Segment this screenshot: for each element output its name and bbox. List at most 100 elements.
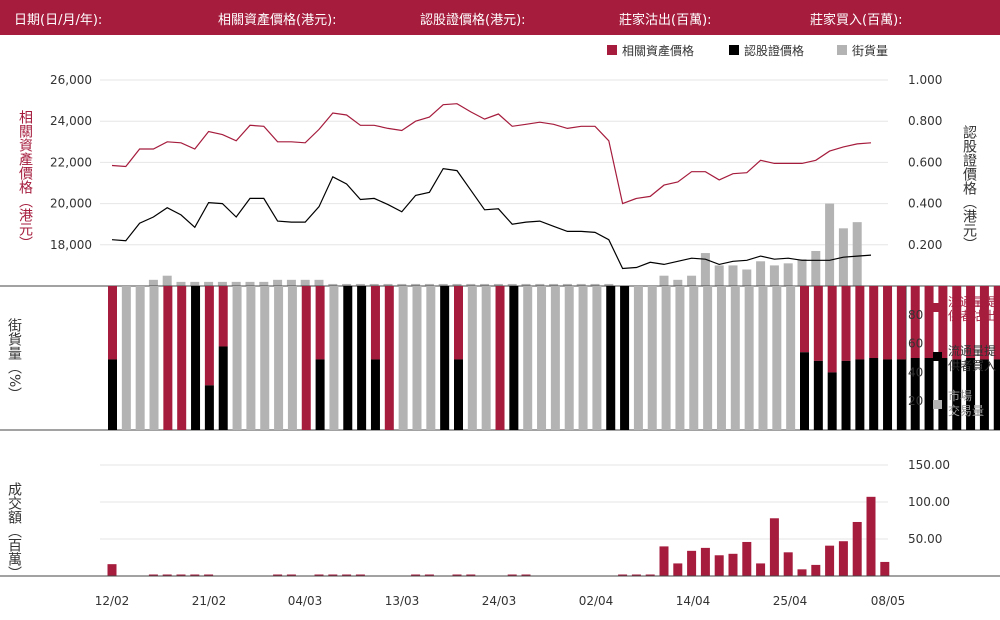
market-volume-bar [329,286,339,430]
turnover-bar [673,563,683,576]
lp-buy-bar [910,358,920,430]
underlying-price-label: 相關資產價格(港元): [218,13,337,28]
outstanding-bar [769,265,779,286]
lp-sell-bar [883,286,893,360]
market-volume-bar [412,286,422,430]
lp-sell-bar [938,286,948,358]
lp-sell-bar [315,286,325,360]
market-volume-bar [716,286,726,430]
volume-tick-label: 20 [908,394,923,408]
turnover-tick-label: 150.00 [908,458,950,472]
right-axis-title: 認股證價格（港元） [961,125,977,251]
market-volume-bar [772,286,782,430]
lp-sell-bar [966,286,976,358]
lp-buy-bar [315,359,325,430]
lp-buy-bar [924,358,934,430]
x-tick-label: 08/05 [871,594,906,608]
lp-sell-bar [952,286,962,360]
market-volume-bar [537,286,547,430]
market-volume-bar [121,286,131,430]
lp-buy-bar [813,360,823,430]
outstanding-bar [700,253,710,286]
volume-tick-label: 40 [908,365,923,379]
turnover-bar [107,564,117,576]
outstanding-bar [355,283,365,286]
market-volume-bar [550,286,560,430]
turnover-bar [452,574,462,576]
legend-swatch-market [933,400,942,409]
turnover-bar [162,574,172,576]
lp-buy-bar [952,359,962,430]
x-tick-label: 25/04 [773,594,808,608]
lp-buy-bar [440,286,450,430]
volume-axis-title: 街貨量（%） [6,318,22,401]
left-tick-label: 22,000 [50,155,92,169]
price-panel-ticks: 26,000 1.000 24,000 0.800 22,000 0.600 20,000 0… [50,73,942,252]
market-volume-bar [592,286,602,430]
turnover-bar [769,518,779,576]
market-volume-bar [149,286,159,430]
x-axis-tick-labels: 12/02 21/02 04/03 13/03 24/03 02/04 14/04 25/04… [95,594,906,608]
turnover-bar [190,574,200,576]
outstanding-bar [590,283,600,286]
turnover-bar [866,496,876,576]
outstanding-bar [411,283,421,286]
outstanding-bar [604,283,614,286]
lp-buy-bar [108,359,117,430]
left-tick-label: 26,000 [50,73,92,87]
turnover-bar [342,574,352,576]
lp-buy-bar [218,346,228,430]
turnover-bar [645,574,655,576]
legend-underlying: 相關資產價格 [622,43,694,58]
warrant-price-label: 認股證價格(港元): [420,13,526,28]
lp-buy-bar [370,359,380,430]
legend-lp-buy-line2: 供者買入 [948,359,996,373]
turnover-axis-title: 成交額（百萬） [6,482,22,580]
turnover-bar [507,574,517,576]
outstanding-bar [259,281,269,286]
turnover-bar [148,574,158,576]
market-volume-bar [246,286,256,430]
outstanding-bar [756,261,766,286]
outstanding-bar [162,275,172,286]
lp-buy-bar [993,359,1000,430]
outstanding-bar [687,275,697,286]
legend-swatch-underlying [607,45,617,55]
outstanding-bar [314,279,324,286]
left-axis-title: 相關資產價格（港元） [17,110,33,250]
lp-buy-bar [827,372,837,430]
lp-buy-bar [800,352,809,430]
outstanding-bar [576,283,586,286]
lp-sell-bar [177,286,187,430]
market-volume-bar [633,286,643,430]
outstanding-bar [673,279,683,286]
turnover-tick-label: 50.00 [908,532,942,546]
market-volume-bar [467,286,477,430]
turnover-bar [521,574,531,576]
lp-buy-bar [454,359,463,430]
outstanding-bar [424,283,434,286]
outstanding-bar [783,263,793,286]
outstanding-bar [852,222,862,286]
turnover-bar [852,521,862,576]
underlying-price-line [111,103,872,205]
turnover-bar [880,561,890,576]
x-tick-label: 14/04 [676,594,711,608]
left-tick-label: 20,000 [50,197,92,211]
market-volume-bar [287,286,297,430]
turnover-panel-gridlines [100,464,888,540]
turnover-tick-label: 100.00 [908,495,950,509]
lp-buy-bar [896,359,906,430]
outstanding-bar [452,283,462,286]
turnover-bar [756,563,766,576]
lp-buy-bar [883,359,893,430]
outstanding-bar [507,283,517,286]
lp-buy-bar [191,286,201,430]
lp-buy-bar [357,286,367,430]
market-volume-bar [703,286,713,430]
market-volume-bar [232,286,242,430]
outstanding-bar [231,281,241,286]
outstanding-bar [383,283,393,286]
volume-panel-ticks: 80 60 40 20 [908,308,923,408]
lp-sell-bar [800,286,809,353]
